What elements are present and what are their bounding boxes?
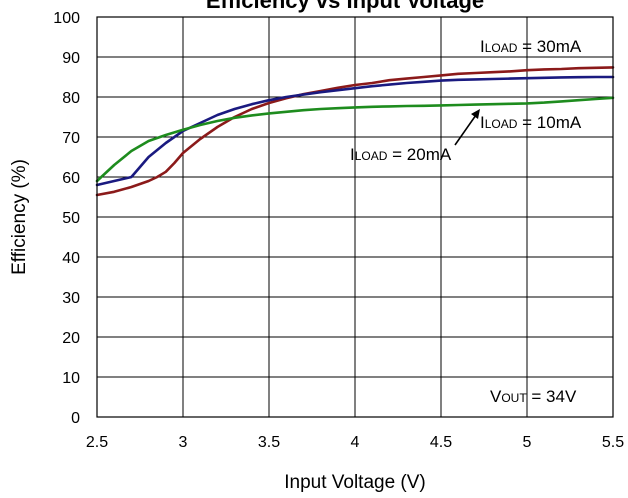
series-layer xyxy=(95,66,615,197)
annotation-arrowhead xyxy=(471,109,480,119)
y-tick-label: 60 xyxy=(62,170,80,187)
annotation-iload-20ma: ILOAD = 20mA xyxy=(350,145,452,164)
y-tick-label: 90 xyxy=(62,50,80,67)
series-line-20ma xyxy=(95,75,615,187)
y-tick-label: 50 xyxy=(62,210,80,227)
y-tick-label: 100 xyxy=(53,10,80,27)
annotation-iload-30ma: ILOAD = 30mA xyxy=(480,37,582,56)
y-tick-label: 20 xyxy=(62,330,80,347)
y-axis-label: Efficiency (%) xyxy=(9,159,30,275)
series-line-10ma xyxy=(95,96,615,183)
y-tick-label: 10 xyxy=(62,370,80,387)
y-axis-ticks: 0 10 20 30 40 50 60 70 80 90 100 xyxy=(53,10,80,427)
x-axis-label: Input Voltage (V) xyxy=(284,472,426,493)
x-axis-ticks: 2.5 3 3.5 4 4.5 5 5.5 xyxy=(86,434,624,451)
x-tick-label: 3 xyxy=(179,434,188,451)
plot-area-frame xyxy=(96,16,614,418)
annotation-vout-34v: VOUT = 34V xyxy=(490,387,577,406)
x-tick-label: 3.5 xyxy=(258,434,280,451)
annotation-iload-10ma: ILOAD = 10mA xyxy=(480,113,582,132)
annotation-arrow xyxy=(454,114,477,146)
y-tick-label: 80 xyxy=(62,90,80,107)
series-line-30ma xyxy=(95,66,615,197)
y-tick-label: 0 xyxy=(71,410,80,427)
y-tick-label: 30 xyxy=(62,290,80,307)
y-tick-label: 70 xyxy=(62,130,80,147)
x-tick-label: 4.5 xyxy=(430,434,452,451)
x-tick-label: 5.5 xyxy=(602,434,624,451)
x-tick-label: 2.5 xyxy=(86,434,108,451)
y-tick-label: 40 xyxy=(62,250,80,267)
x-tick-label: 5 xyxy=(523,434,532,451)
chart-title: Efficiency vs Input Voltage xyxy=(206,0,484,13)
x-tick-label: 4 xyxy=(351,434,360,451)
